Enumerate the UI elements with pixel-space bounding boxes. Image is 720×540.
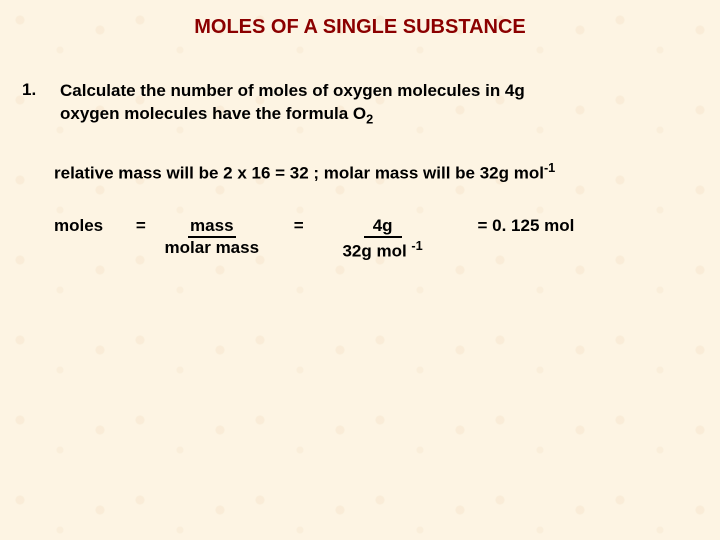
frac1-num: mass (163, 216, 262, 236)
formula-subscript: 2 (366, 111, 373, 126)
eq-label: moles (54, 216, 103, 236)
page-title: MOLES OF A SINGLE SUBSTANCE (0, 16, 720, 39)
fraction-1: mass molar mass (163, 216, 262, 258)
eq-sign-2: = (294, 216, 304, 236)
question-text: Calculate the number of moles of oxygen … (60, 80, 660, 128)
eq-sign-1: = (136, 216, 146, 236)
frac2-den: 32g mol -1 (340, 238, 424, 262)
question-line2: oxygen molecules have the formula O (60, 104, 366, 123)
frac2-num: 4g (340, 216, 424, 236)
question-number: 1. (22, 80, 36, 100)
frac1-den: molar mass (163, 238, 262, 258)
fraction-2: 4g 32g mol -1 (340, 216, 424, 262)
equation-row: moles = mass molar mass = 4g 32g mol -1 … (54, 216, 574, 262)
relmass-text: relative mass will be 2 x 16 = 32 ; mola… (54, 164, 544, 183)
relative-mass-line: relative mass will be 2 x 16 = 32 ; mola… (54, 160, 555, 184)
eq-result: = 0. 125 mol (478, 216, 575, 236)
relmass-sup: -1 (544, 160, 555, 175)
question-line1: Calculate the number of moles of oxygen … (60, 81, 525, 100)
